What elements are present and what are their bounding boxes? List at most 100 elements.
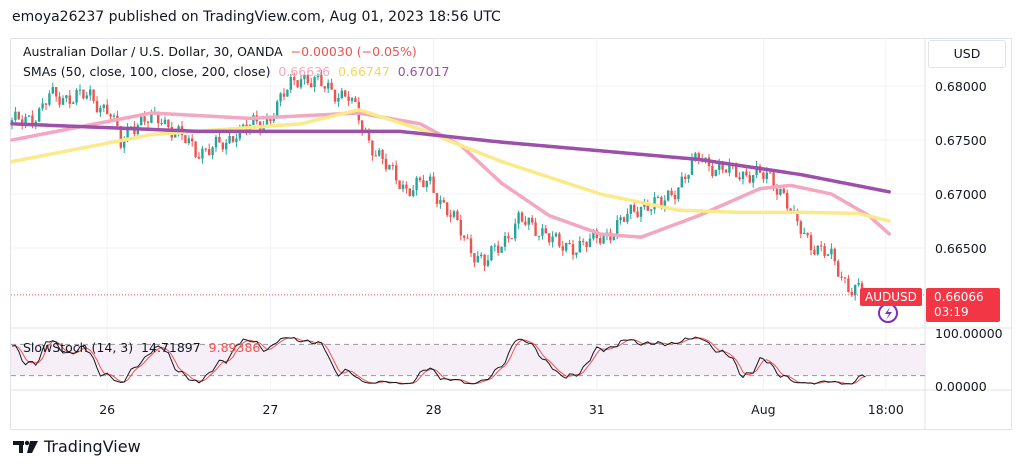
candle-up — [313, 77, 316, 88]
candle-up — [27, 115, 31, 117]
candle-down — [483, 254, 486, 266]
candle-down — [55, 87, 58, 97]
candle-down — [92, 89, 95, 101]
candle-up — [765, 172, 768, 179]
candle-down — [724, 169, 728, 173]
candle-up — [527, 217, 530, 225]
candle-up — [741, 171, 745, 180]
symbol-tag: AUDUSD — [860, 288, 922, 306]
stoch-k-value: 14.71897 — [141, 340, 201, 355]
brand-name: TradingView — [44, 437, 141, 456]
candle-up — [126, 126, 129, 141]
candle-up — [272, 118, 275, 122]
candle-down — [442, 200, 445, 203]
candle-down — [673, 194, 677, 200]
candle-down — [194, 141, 197, 157]
candle-down — [840, 276, 843, 278]
candle-down — [796, 210, 799, 222]
candle-down — [146, 121, 150, 123]
candle-down — [633, 204, 636, 212]
candle-down — [231, 136, 235, 142]
sma200-value: 0.67017 — [397, 64, 450, 79]
candle-down — [762, 172, 765, 179]
candle-down — [507, 235, 510, 239]
candle-up — [48, 93, 51, 105]
chart-frame[interactable] — [10, 38, 1012, 430]
candle-down — [95, 100, 99, 113]
time-tick-label: 28 — [425, 402, 442, 417]
candle-down — [823, 246, 826, 256]
candle-up — [187, 138, 190, 143]
candle-down — [684, 176, 687, 179]
candle-up — [779, 188, 782, 195]
candle-up — [612, 235, 615, 241]
candle-up — [252, 115, 255, 126]
candle-down — [735, 164, 738, 178]
currency-button[interactable]: USD — [928, 40, 1006, 68]
candle-up — [694, 153, 697, 159]
candle-up — [663, 200, 666, 207]
candle-up — [327, 82, 330, 89]
candle-up — [653, 197, 656, 210]
sma50-value: 0.66636 — [278, 64, 331, 79]
candle-up — [551, 236, 554, 243]
symbol-title: Australian Dollar / U.S. Dollar, 30, OAN… — [23, 44, 283, 59]
candle-up — [667, 190, 670, 201]
candle-down — [456, 211, 459, 221]
candle-down — [599, 238, 602, 244]
time-tick-label: Aug — [751, 402, 776, 417]
candle-down — [371, 140, 374, 156]
last-price-tag: 0.66066 03:19 — [926, 288, 1000, 322]
candle-up — [452, 211, 456, 217]
lightning-icon-bolt — [885, 307, 892, 320]
candle-up — [541, 228, 544, 236]
candle-down — [449, 215, 452, 217]
candle-up — [626, 213, 629, 222]
candle-up — [289, 77, 292, 90]
candle-down — [446, 202, 449, 216]
price-label: 0.68000 — [935, 79, 987, 94]
candle-down — [850, 291, 853, 296]
candle-down — [143, 116, 146, 122]
candle-up — [316, 75, 320, 78]
publish-info: emoya26237 published on TradingView.com,… — [12, 9, 501, 25]
candle-up — [279, 93, 282, 102]
candle-up — [588, 238, 592, 247]
candle-up — [265, 116, 269, 125]
tradingview-logo[interactable]: TradingView — [13, 437, 141, 456]
candle-up — [415, 177, 418, 191]
candle-down — [833, 248, 836, 262]
candle-up — [72, 102, 75, 104]
candle-down — [520, 212, 524, 222]
candle-up — [337, 98, 340, 102]
candle-down — [510, 238, 513, 240]
candle-down — [775, 188, 779, 195]
time-tick-label: 27 — [262, 402, 279, 417]
stoch-legend[interactable]: SlowStoch (14, 3) 14.71897 9.89386 — [23, 340, 260, 355]
stoch-label: SlowStoch (14, 3) — [23, 340, 134, 355]
candle-down — [320, 75, 323, 87]
candle-up — [514, 223, 517, 239]
candle-down — [17, 111, 20, 120]
candle-up — [24, 116, 27, 125]
candle-down — [282, 93, 286, 97]
stoch-d-value: 9.89386 — [208, 340, 261, 355]
candle-up — [163, 119, 167, 124]
candle-up — [286, 89, 289, 97]
candle-up — [480, 254, 483, 257]
candle-down — [374, 155, 377, 157]
candle-down — [806, 232, 809, 236]
candle-down — [21, 119, 24, 125]
candle-up — [129, 126, 133, 128]
candle-down — [843, 277, 847, 279]
sma-legend[interactable]: SMAs (50, close, 100, close, 200, close)… — [23, 64, 449, 79]
candle-up — [830, 248, 833, 255]
candle-down — [221, 142, 224, 150]
candle-up — [677, 187, 680, 200]
candle-up — [690, 158, 694, 176]
candle-down — [58, 96, 61, 105]
candle-down — [531, 217, 534, 223]
candle-up — [75, 90, 78, 103]
candle-up — [575, 252, 578, 255]
